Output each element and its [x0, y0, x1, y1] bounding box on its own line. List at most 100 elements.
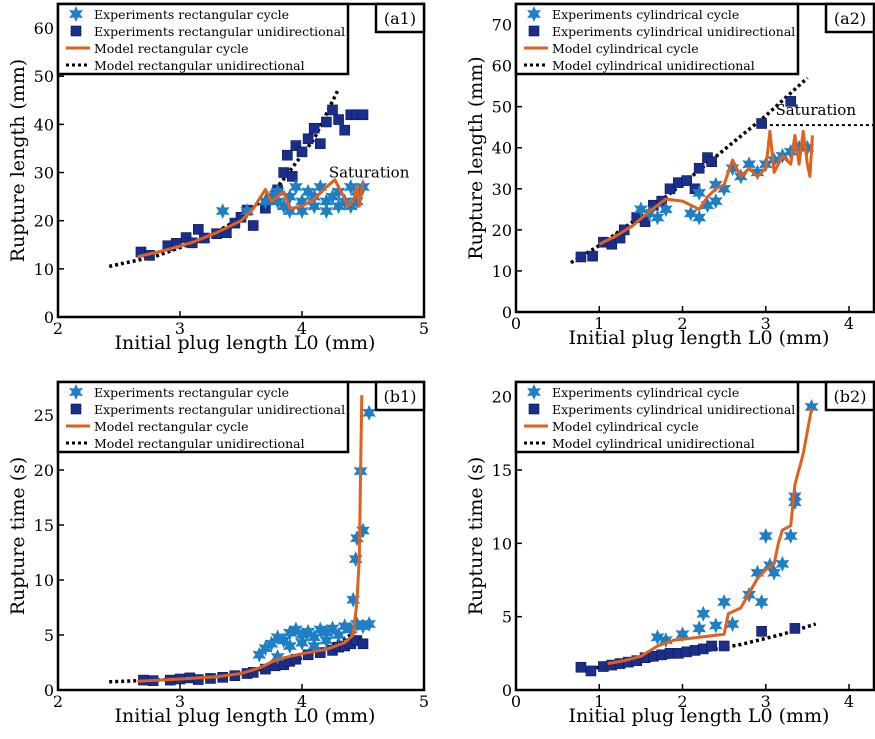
star-point: [307, 629, 322, 646]
square-point: [785, 96, 797, 107]
star-point: [362, 616, 376, 632]
x-tick-label: 2: [53, 692, 63, 711]
x-tick-label: 2: [53, 319, 63, 338]
panel-label: (a2): [834, 9, 866, 28]
star-point: [331, 627, 346, 643]
series-b1-2: [137, 395, 364, 683]
saturation-annotation: Saturation: [329, 163, 410, 181]
legend-box: [56, 380, 350, 454]
series-a2-3: [569, 76, 809, 265]
star-point: [289, 621, 303, 638]
panel-label-group: (b2): [824, 380, 875, 412]
panel-b1: 2 3 4 5 0 5 10 15 20 25 Initial plug length L0 (mm…: [7, 380, 429, 727]
legend-symbol: [70, 25, 82, 37]
star-point: [658, 201, 673, 218]
star-point: [708, 176, 723, 193]
star-point: [301, 623, 315, 640]
x-tick-label: 0: [511, 692, 521, 711]
panel-b2: 0 1 2 3 4 0 5 10 15 20 Initial plug length L0 (mm)…: [465, 380, 875, 727]
legend-box: [56, 2, 350, 76]
star-point: [725, 160, 740, 177]
y-tick-label: 40: [492, 139, 512, 158]
y-tick-label: 10: [34, 260, 54, 279]
star-point: [783, 528, 798, 544]
x-tick-label: 4: [844, 314, 854, 333]
star-point: [708, 193, 723, 210]
square-point: [290, 140, 302, 151]
x-tick-label: 0: [511, 314, 521, 333]
legend-symbol: [527, 6, 541, 22]
star-point: [264, 188, 279, 205]
star-point: [696, 605, 711, 622]
star-point: [295, 203, 309, 220]
legend-symbol: [69, 384, 83, 400]
star-point: [282, 638, 297, 654]
star-point: [313, 179, 328, 195]
saturation-annotation: Saturation: [775, 101, 856, 119]
square-point: [308, 122, 320, 134]
panel-label-box: [374, 380, 426, 412]
star-point: [295, 193, 309, 210]
series-b2-1: [575, 623, 801, 677]
y-tick-label: 10: [492, 262, 512, 281]
plot-area: [575, 398, 819, 677]
star-point: [215, 203, 230, 220]
x-tick-label: 1: [594, 314, 604, 333]
star-point: [750, 164, 765, 181]
star-point: [758, 528, 773, 544]
square-point: [706, 156, 717, 167]
y-tick-label: 20: [492, 221, 512, 240]
plot-area: [109, 395, 376, 686]
x-tick-label: 3: [175, 692, 185, 711]
star-point: [346, 591, 361, 608]
square-point: [296, 146, 308, 158]
square-point: [575, 251, 587, 263]
star-point: [240, 203, 254, 220]
star-point: [634, 201, 648, 218]
y-tick-label: 25: [34, 406, 54, 425]
square-point: [706, 640, 717, 652]
star-point: [742, 156, 756, 173]
legend-box: [514, 380, 800, 454]
square-point: [247, 220, 259, 231]
y-tick-label: 40: [34, 115, 54, 134]
series-a1-2: [136, 178, 365, 259]
square-point: [333, 114, 344, 125]
x-axis-label: Initial plug length L0 (mm): [115, 705, 376, 727]
square-point: [585, 665, 597, 677]
star-point: [692, 209, 707, 226]
y-axis-label: Rupture length (mm): [465, 56, 487, 259]
square-point: [339, 124, 351, 136]
x-tick-label: 3: [761, 692, 771, 711]
series-a1-3: [108, 88, 341, 269]
plot-area: [569, 76, 874, 265]
legend-label: Model cylindrical cycle: [552, 419, 699, 434]
x-tick-label: 2: [677, 314, 687, 333]
y-tick-label: 20: [492, 388, 512, 407]
star-point: [754, 594, 769, 610]
square-point: [693, 162, 705, 174]
panel-label: (b2): [834, 387, 867, 406]
square-point: [718, 640, 730, 652]
panel-label: (a1): [384, 9, 416, 28]
legend-symbol: [69, 6, 83, 22]
star-point: [343, 621, 358, 638]
star-point: [270, 193, 285, 210]
panel-label-box: [824, 380, 875, 412]
y-tick-label: 10: [492, 534, 512, 553]
model-cycle-line: [136, 178, 365, 259]
panel-label-box: [824, 2, 875, 34]
model-cycle-line: [607, 408, 814, 666]
star-point: [804, 398, 819, 415]
star-point: [725, 616, 740, 632]
y-tick-label: 70: [492, 16, 512, 35]
y-tick-label: 30: [492, 180, 512, 199]
star-point: [258, 193, 273, 210]
star-point: [295, 634, 309, 651]
legend-label: Experiments cylindrical cycle: [552, 385, 739, 400]
star-point: [348, 551, 363, 568]
star-point: [717, 594, 732, 610]
legend-box: [514, 2, 800, 76]
square-point: [756, 626, 767, 637]
